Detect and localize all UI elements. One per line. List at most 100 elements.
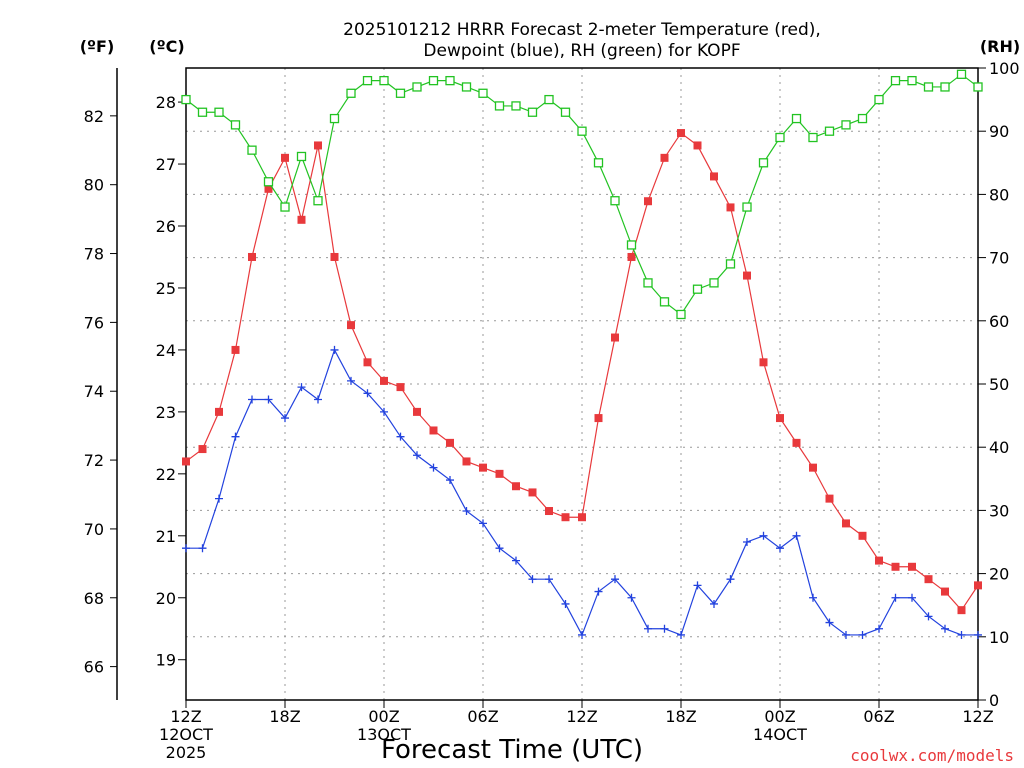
rh-point	[725, 259, 736, 269]
rh-point	[511, 101, 521, 111]
2-meter-temperature-point	[429, 426, 438, 435]
2-meter-temperature-point	[611, 333, 619, 342]
dewpoint-point	[347, 376, 355, 385]
rh-point	[907, 75, 917, 86]
celsius-tick-label: 21	[156, 527, 176, 546]
rh-point	[247, 145, 257, 155]
2-meter-temperature-point	[330, 252, 339, 261]
2-meter-temperature-point	[182, 457, 190, 466]
2-meter-temperature-point	[347, 321, 355, 330]
x-tick-label: 06Z	[467, 707, 498, 726]
rh-point	[593, 158, 604, 168]
rh-tick-label: 40	[989, 438, 1009, 457]
celsius-tick-label: 20	[156, 589, 176, 608]
rh-point	[412, 82, 422, 92]
rh-point	[742, 202, 752, 212]
celsius-tick-label: 25	[156, 279, 176, 298]
2-meter-temperature-point	[512, 482, 520, 491]
dewpoint-point	[182, 544, 190, 553]
dewpoint-point	[759, 531, 768, 540]
dewpoint-series	[182, 345, 982, 639]
2-meter-temperature-point	[941, 587, 949, 596]
rh-unit-label: (RH)	[980, 37, 1020, 56]
dewpoint-point	[528, 575, 537, 584]
2-meter-temperature-point	[561, 513, 570, 522]
dewpoint-point	[891, 593, 900, 602]
dewpoint-point	[627, 593, 636, 602]
fahrenheit-tick-label: 70	[84, 520, 104, 539]
celsius-tick-label: 22	[156, 465, 176, 484]
rh-point	[791, 113, 802, 124]
rh-point	[890, 75, 901, 86]
dewpoint-point	[809, 593, 817, 602]
dewpoint-point	[974, 630, 982, 639]
x-tick-label: 12Z	[170, 707, 201, 726]
rh-tick-label: 20	[989, 565, 1009, 584]
rh-point	[395, 88, 406, 98]
2-meter-temperature-point	[231, 345, 240, 354]
rh-tick-label: 30	[989, 501, 1009, 520]
dewpoint-point	[561, 599, 570, 608]
plot-frame	[185, 67, 979, 701]
2-meter-temperature-point	[380, 376, 388, 385]
rh-point	[973, 82, 983, 92]
rh-point	[808, 132, 818, 143]
dewpoint-point	[545, 575, 553, 584]
rh-point	[824, 126, 835, 136]
2-meter-temperature-point	[842, 519, 850, 528]
2-meter-temperature-point	[792, 438, 801, 447]
2-meter-temperature-point	[281, 153, 289, 162]
2-meter-temperature-point	[479, 463, 487, 472]
rh-point	[692, 284, 703, 294]
rh-point	[313, 196, 323, 206]
dewpoint-point	[314, 395, 322, 404]
2-meter-temperature-point	[891, 562, 900, 571]
2-meter-temperature-point	[495, 469, 504, 478]
dewpoint-point	[413, 451, 421, 460]
dewpoint-point	[231, 432, 240, 441]
2-meter-temperature-point	[413, 407, 421, 416]
x-tick-label: 13OCT	[357, 725, 411, 744]
2-meter-temperature-point	[545, 507, 553, 516]
rh-point	[940, 82, 950, 92]
x-tick-label: 18Z	[665, 707, 696, 726]
rh-point	[857, 113, 868, 124]
rh-point	[577, 126, 587, 136]
rh-point	[280, 202, 290, 212]
2-meter-temperature-point	[924, 575, 933, 584]
rh-point	[874, 94, 884, 105]
chart-title-line-2: Dewpoint (blue), RH (green) for KOPF	[423, 41, 740, 61]
2-meter-temperature-point	[578, 513, 586, 522]
2-meter-temperature-point	[363, 358, 372, 367]
2-meter-temperature-point	[776, 414, 784, 423]
2-meter-temperature-point	[198, 445, 207, 454]
rh-point	[626, 240, 637, 250]
dewpoint-point	[264, 395, 273, 404]
2-meter-temperature-point	[215, 407, 223, 416]
2-meter-temperature-point	[875, 556, 883, 565]
data-series	[181, 69, 983, 639]
2-meter-temperature-point	[677, 129, 685, 138]
rh-point	[676, 309, 686, 320]
dewpoint-point	[875, 624, 883, 633]
dewpoint-point	[611, 575, 619, 584]
x-axis-title: Forecast Time (UTC)	[381, 735, 643, 765]
2-meter-temperature-point	[627, 252, 636, 261]
dewpoint-point	[710, 599, 718, 608]
2-meter-temperature-point	[314, 141, 322, 150]
2-meter-temperature-point	[825, 494, 834, 503]
dewpoint-point	[215, 494, 223, 503]
rh-point	[758, 158, 769, 168]
dewpoint-point	[198, 544, 207, 553]
rh-series	[181, 69, 983, 320]
dewpoint-point	[776, 544, 784, 553]
rh-point	[362, 75, 373, 86]
rh-point	[461, 82, 472, 92]
rh-point	[643, 278, 653, 288]
rh-point	[956, 69, 967, 79]
x-tick-label: 12Z	[962, 707, 993, 726]
rh-tick-label: 0	[989, 691, 999, 710]
rh-point	[610, 196, 620, 206]
